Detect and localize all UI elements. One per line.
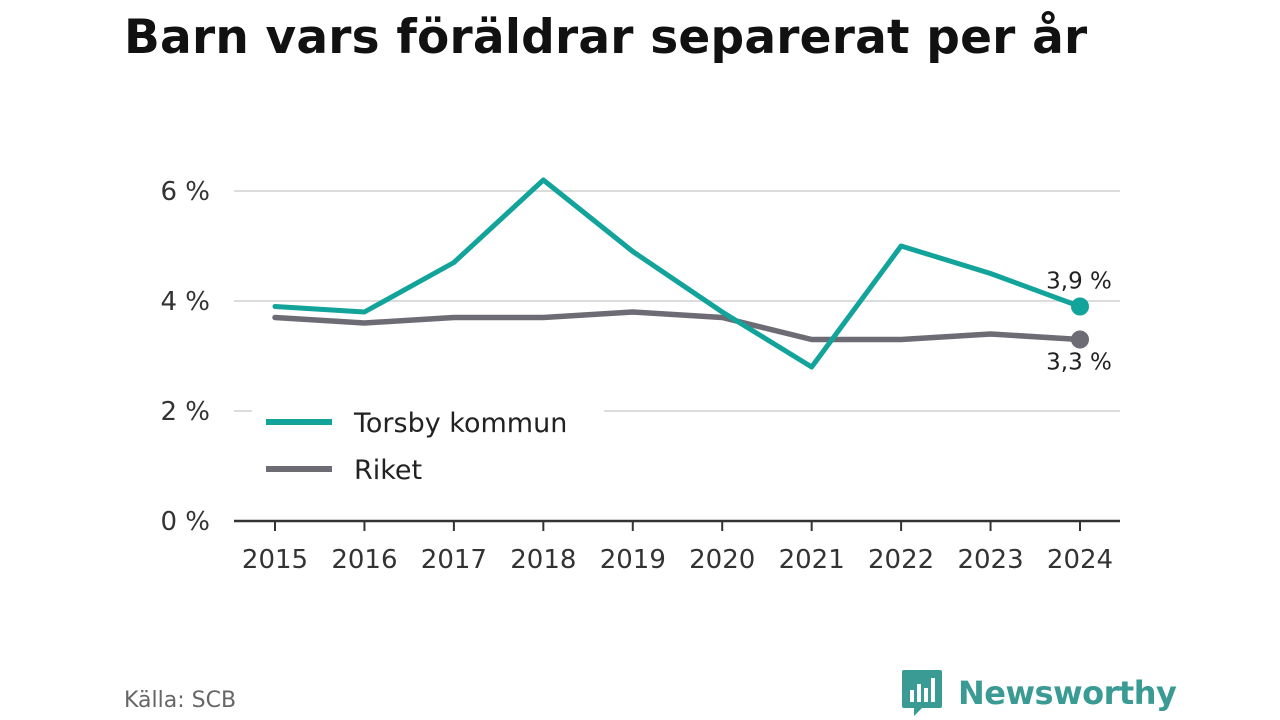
x-tick-label: 2015 (242, 545, 308, 575)
x-tick-label: 2018 (510, 545, 576, 575)
legend-label: Riket (354, 455, 422, 486)
x-tick-label: 2023 (957, 545, 1023, 575)
x-axis: 2015 2016 2017 2018 2019 2020 2021 2022 2023 2024 (234, 519, 1120, 575)
x-tick-label: 2021 (779, 545, 845, 575)
series-lines: 3,9 % 3,3 % (272, 177, 1112, 376)
gridlines (234, 190, 1120, 412)
x-tick-label: 2016 (331, 545, 397, 575)
data-point-end (1071, 330, 1089, 349)
brand-name: Newsworthy (958, 674, 1177, 712)
y-axis: 0 % 2 % 4 % 6 % (160, 177, 210, 537)
x-tick-label: 2020 (689, 545, 755, 575)
source-note: Källa: SCB (124, 688, 237, 713)
x-tick-label: 2024 (1047, 545, 1113, 575)
legend: Torsby kommun Riket (252, 394, 604, 494)
x-tick-label: 2022 (868, 545, 934, 575)
end-value-label: 3,3 % (1046, 350, 1112, 376)
y-tick-label: 0 % (160, 507, 210, 537)
end-value-label: 3,9 % (1046, 269, 1112, 295)
y-tick-label: 6 % (160, 177, 210, 207)
data-point-end (1071, 297, 1089, 316)
brand-logo[interactable]: Newsworthy (902, 670, 1177, 716)
x-tick-label: 2019 (600, 545, 666, 575)
x-tick-label: 2017 (421, 545, 487, 575)
newsworthy-logo-icon (902, 670, 942, 716)
legend-label: Torsby kommun (353, 408, 567, 439)
chart-title: Barn vars föräldrar separerat per år (124, 10, 1088, 65)
legend-background (252, 394, 604, 494)
series-line-riket (272, 309, 1083, 343)
y-tick-label: 2 % (160, 397, 210, 427)
y-tick-label: 4 % (160, 287, 210, 317)
series-line-torsby-kommun (272, 177, 1083, 370)
